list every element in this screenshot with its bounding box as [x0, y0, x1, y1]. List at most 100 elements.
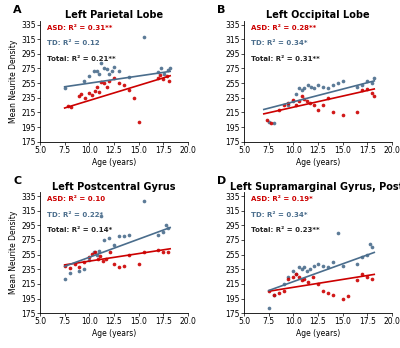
X-axis label: Age (years): Age (years) [92, 329, 136, 338]
Point [364, 86, 370, 92]
Point [98, 213, 104, 219]
X-axis label: Age (years): Age (years) [296, 158, 340, 167]
Point [293, 272, 300, 277]
Text: Total: R² = 0.14*: Total: R² = 0.14* [47, 228, 113, 234]
Point [280, 102, 287, 108]
Point [330, 82, 336, 88]
Point [98, 79, 104, 85]
Point [96, 248, 102, 254]
Point [285, 100, 292, 106]
Point [106, 235, 112, 240]
Point [299, 277, 306, 283]
Point [369, 276, 376, 282]
Point [121, 82, 127, 88]
Point [364, 252, 370, 258]
Point [371, 94, 378, 99]
Point [111, 261, 117, 267]
Text: ASD: R² = 0.19*: ASD: R² = 0.19* [252, 196, 313, 202]
Point [86, 257, 92, 262]
Point [301, 276, 308, 282]
Point [315, 108, 321, 113]
Point [310, 274, 316, 279]
Point [106, 71, 112, 76]
Text: TD: R² = 0.22*: TD: R² = 0.22* [47, 212, 104, 218]
Point [126, 232, 132, 238]
Point [293, 102, 300, 108]
Y-axis label: Mean Neurite Density: Mean Neurite Density [10, 211, 18, 294]
Point [315, 82, 321, 88]
Point [315, 281, 321, 287]
Point [330, 259, 336, 265]
Point [359, 254, 366, 260]
Point [91, 250, 98, 255]
Point [320, 288, 326, 294]
Point [62, 263, 68, 268]
Point [307, 100, 313, 106]
Point [334, 80, 341, 86]
Point [369, 245, 376, 250]
Text: C: C [13, 176, 22, 187]
Point [340, 78, 346, 84]
Point [270, 292, 277, 298]
Point [92, 249, 98, 254]
Point [101, 65, 107, 71]
Point [266, 288, 272, 294]
Point [266, 305, 272, 311]
Point [311, 102, 317, 108]
Point [101, 80, 107, 86]
Point [307, 267, 313, 272]
Point [160, 229, 166, 235]
Point [94, 84, 100, 89]
Point [280, 281, 287, 287]
Point [340, 263, 346, 268]
Point [94, 68, 100, 73]
Point [340, 112, 346, 117]
Point [320, 102, 326, 108]
Point [140, 34, 147, 40]
Point [111, 75, 117, 81]
Point [293, 91, 300, 97]
Point [165, 250, 171, 255]
Point [107, 250, 113, 255]
Title: Left Supramarginal Gyrus, Post.: Left Supramarginal Gyrus, Post. [230, 182, 400, 192]
Point [157, 72, 164, 78]
Point [81, 267, 88, 272]
Point [340, 296, 346, 301]
Point [109, 68, 115, 73]
Point [160, 250, 166, 255]
Point [290, 269, 297, 274]
Point [86, 254, 92, 260]
Point [66, 270, 73, 276]
Text: Total: R² = 0.31**: Total: R² = 0.31** [252, 56, 320, 62]
Point [76, 264, 83, 270]
Point [160, 77, 166, 82]
Point [369, 90, 376, 95]
Point [111, 242, 117, 248]
Y-axis label: Mean Neurite Density: Mean Neurite Density [10, 40, 18, 123]
Point [311, 86, 317, 91]
Point [62, 86, 68, 91]
Point [296, 86, 302, 91]
Text: Total: R² = 0.21**: Total: R² = 0.21** [47, 56, 116, 62]
X-axis label: Age (years): Age (years) [296, 329, 340, 338]
Point [315, 261, 321, 267]
Point [296, 264, 302, 270]
Point [91, 69, 98, 74]
Text: D: D [218, 176, 227, 187]
Point [371, 75, 378, 81]
Point [285, 276, 292, 282]
Point [334, 230, 341, 236]
Point [325, 291, 331, 296]
Point [354, 277, 361, 283]
Point [293, 272, 300, 277]
Point [116, 264, 122, 270]
Point [285, 102, 292, 108]
Point [311, 263, 317, 268]
X-axis label: Age (years): Age (years) [92, 158, 136, 167]
Point [354, 261, 361, 267]
Point [285, 274, 292, 279]
Point [140, 250, 147, 255]
Point [167, 66, 173, 71]
Point [325, 264, 331, 270]
Point [299, 267, 306, 272]
